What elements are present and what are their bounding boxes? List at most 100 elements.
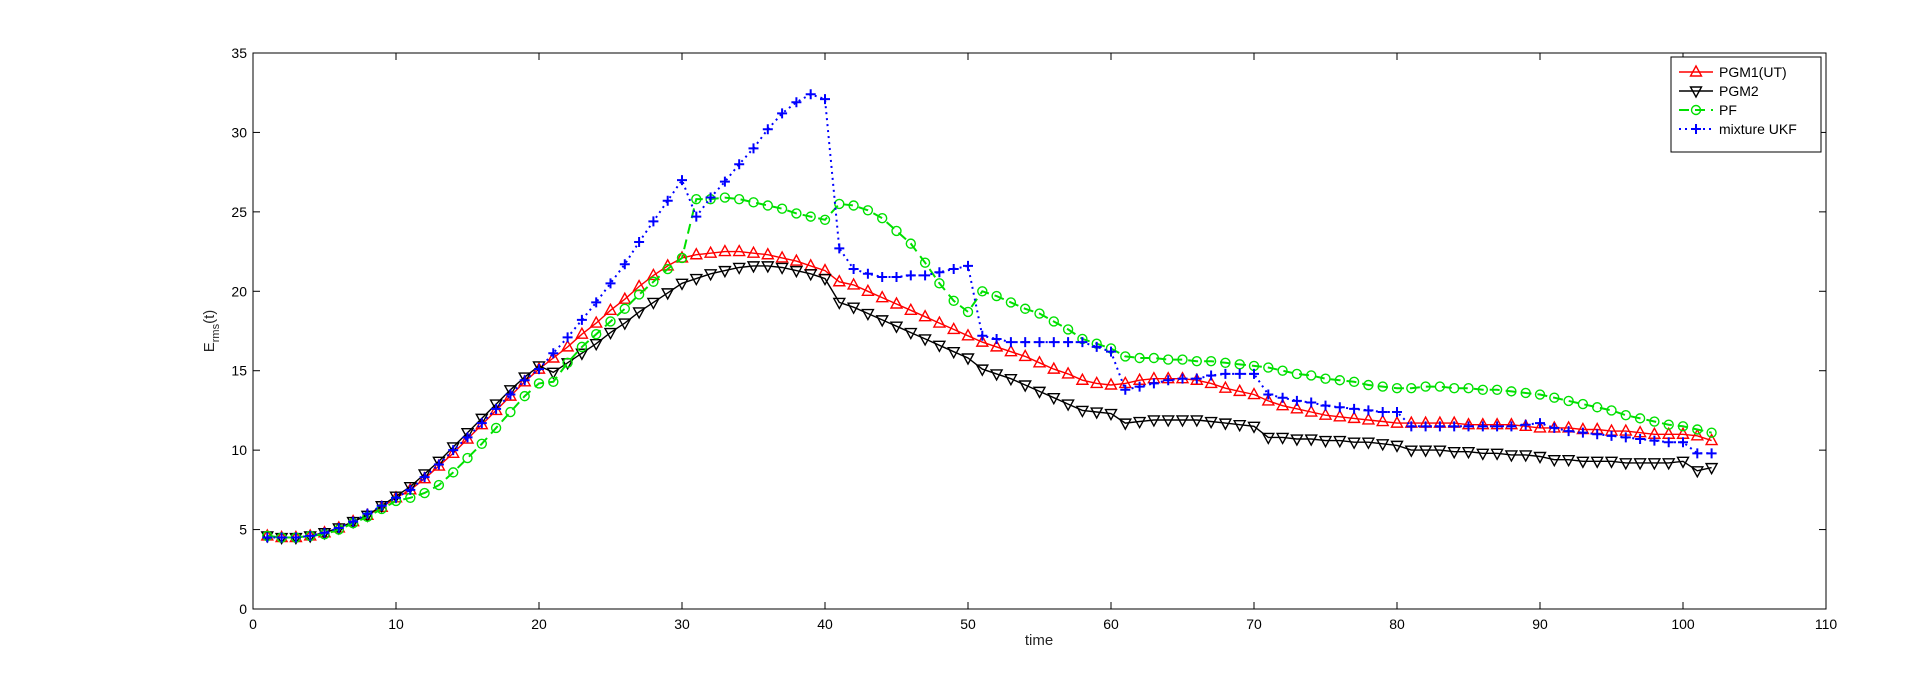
data-point [905, 238, 916, 249]
data-point [675, 278, 689, 291]
data-point [432, 456, 446, 469]
data-point [589, 315, 603, 328]
x-tick-label: 110 [1815, 616, 1838, 632]
data-point [1363, 405, 1374, 416]
data-point [1075, 372, 1090, 385]
data-point [1448, 382, 1460, 394]
data-point [1290, 434, 1304, 447]
x-axis-label: time [1025, 632, 1053, 649]
data-point [1233, 383, 1247, 397]
data-point [1549, 392, 1560, 403]
data-point [1148, 352, 1160, 364]
data-point [1376, 414, 1390, 427]
data-point [918, 309, 932, 322]
data-point [1004, 373, 1018, 387]
data-point [1062, 324, 1074, 335]
data-point [505, 406, 516, 418]
data-point [1563, 426, 1574, 437]
data-point [1306, 397, 1317, 408]
data-point [262, 532, 273, 543]
data-point [1577, 398, 1589, 410]
x-tick-label: 30 [674, 616, 690, 632]
data-point [934, 278, 945, 289]
data-point [947, 321, 961, 335]
data-point [1047, 393, 1061, 406]
data-point [1247, 421, 1261, 434]
data-point [1334, 375, 1346, 386]
data-point [1348, 376, 1360, 388]
y-tick-label: 35 [231, 45, 247, 61]
data-point [1463, 382, 1474, 394]
data-point [518, 372, 532, 385]
legend-marker [1689, 64, 1703, 77]
legend-entry: mixture UKF [1679, 121, 1797, 137]
data-point [1404, 445, 1418, 458]
data-point [1678, 437, 1688, 448]
data-point [589, 339, 603, 352]
data-point [732, 244, 746, 257]
data-point [1363, 379, 1374, 391]
x-tick-label: 10 [388, 616, 404, 632]
data-point [703, 269, 718, 282]
y-tick-label: 5 [239, 522, 247, 538]
data-point [548, 348, 559, 359]
data-point [646, 297, 661, 310]
x-tick-label: 40 [817, 616, 833, 632]
y-tick-label: 10 [231, 442, 247, 458]
data-point [1218, 380, 1233, 393]
data-point [991, 333, 1002, 344]
data-point [1434, 421, 1445, 432]
data-point [1633, 458, 1647, 471]
data-point [591, 328, 602, 340]
data-point [1447, 447, 1461, 460]
data-point [348, 516, 359, 527]
data-point [1406, 382, 1417, 394]
data-point [1291, 395, 1302, 406]
series-group [260, 89, 1719, 545]
data-point [1132, 416, 1147, 430]
data-point [1476, 448, 1490, 461]
data-point [405, 484, 416, 495]
data-point [591, 297, 602, 308]
data-point [1577, 427, 1588, 438]
data-point [1533, 420, 1547, 433]
data-point [1591, 402, 1603, 413]
data-point [560, 339, 575, 352]
data-point [575, 326, 589, 339]
data-point [834, 243, 845, 254]
data-point [1291, 368, 1303, 380]
data-point [605, 316, 616, 327]
data-point [861, 308, 875, 321]
data-point [963, 260, 973, 271]
data-point [948, 264, 959, 275]
data-point [1463, 421, 1474, 432]
data-point [1220, 368, 1231, 379]
data-point [1206, 370, 1217, 381]
data-point [832, 274, 846, 287]
y-axis-label-subscript: rms [210, 323, 222, 342]
data-point [1249, 368, 1259, 379]
data-point [1120, 351, 1131, 362]
data-point [789, 265, 804, 279]
data-point [746, 261, 761, 274]
data-point [718, 265, 732, 279]
data-point [533, 378, 545, 389]
data-point [1590, 456, 1604, 469]
legend-label: PF [1719, 102, 1737, 118]
data-point [889, 296, 904, 309]
data-point [619, 303, 630, 314]
data-point [448, 445, 459, 456]
data-point [1161, 415, 1175, 428]
data-point [805, 89, 816, 100]
data-point [1104, 377, 1118, 390]
data-point [1261, 432, 1275, 445]
data-point [1477, 421, 1488, 432]
data-point [1377, 381, 1388, 392]
y-tick-label: 15 [231, 363, 247, 379]
data-point [618, 291, 632, 304]
data-point [1534, 389, 1546, 400]
data-point [1234, 368, 1245, 379]
data-point [789, 253, 804, 266]
data-point [875, 290, 889, 303]
data-point [505, 389, 516, 400]
